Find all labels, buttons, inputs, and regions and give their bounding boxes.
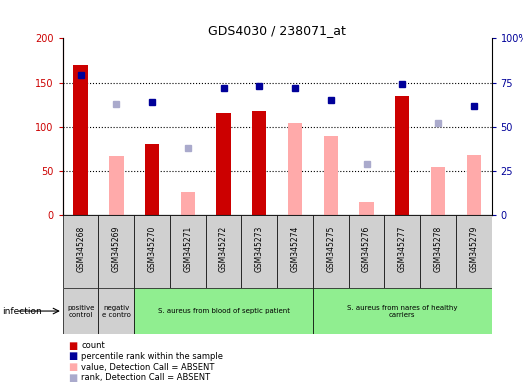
- Bar: [98, 38, 134, 215]
- Bar: [63, 288, 98, 334]
- Text: positive
control: positive control: [67, 305, 94, 318]
- Bar: [456, 215, 492, 288]
- Bar: [180, 192, 195, 215]
- Bar: [134, 288, 313, 334]
- Bar: [277, 215, 313, 288]
- Bar: [420, 38, 456, 215]
- Text: GSM345279: GSM345279: [469, 226, 478, 272]
- Bar: [467, 155, 481, 215]
- Bar: [206, 38, 242, 215]
- Text: GSM345268: GSM345268: [76, 226, 85, 272]
- Bar: [98, 215, 134, 288]
- Title: GDS4030 / 238071_at: GDS4030 / 238071_at: [208, 24, 346, 37]
- Bar: [242, 38, 277, 215]
- Bar: [252, 111, 266, 215]
- Text: GSM345270: GSM345270: [147, 226, 156, 272]
- Text: percentile rank within the sample: percentile rank within the sample: [81, 352, 223, 361]
- Bar: [349, 215, 384, 288]
- Bar: [288, 123, 302, 215]
- Bar: [313, 288, 492, 334]
- Bar: [431, 167, 445, 215]
- Text: infection: infection: [3, 306, 42, 316]
- Bar: [170, 215, 206, 288]
- Bar: [145, 144, 159, 215]
- Bar: [217, 113, 231, 215]
- Bar: [324, 136, 338, 215]
- Text: S. aureus from nares of healthy
carriers: S. aureus from nares of healthy carriers: [347, 305, 458, 318]
- Bar: [313, 215, 349, 288]
- Bar: [384, 215, 420, 288]
- Text: rank, Detection Call = ABSENT: rank, Detection Call = ABSENT: [81, 373, 210, 382]
- Text: ■: ■: [69, 362, 78, 372]
- Bar: [134, 215, 170, 288]
- Text: GSM345274: GSM345274: [291, 226, 300, 272]
- Bar: [349, 38, 384, 215]
- Text: GSM345272: GSM345272: [219, 226, 228, 272]
- Text: GSM345273: GSM345273: [255, 226, 264, 272]
- Bar: [206, 215, 242, 288]
- Bar: [98, 288, 134, 334]
- Bar: [73, 65, 88, 215]
- Text: GSM345277: GSM345277: [398, 226, 407, 272]
- Text: GSM345271: GSM345271: [184, 226, 192, 272]
- Bar: [395, 96, 410, 215]
- Text: GSM345278: GSM345278: [434, 226, 442, 272]
- Bar: [109, 156, 123, 215]
- Text: ■: ■: [69, 351, 78, 361]
- Bar: [313, 38, 349, 215]
- Text: negativ
e contro: negativ e contro: [102, 305, 131, 318]
- Bar: [277, 38, 313, 215]
- Bar: [359, 202, 373, 215]
- Text: GSM345269: GSM345269: [112, 226, 121, 272]
- Bar: [63, 215, 98, 288]
- Bar: [134, 38, 170, 215]
- Text: ■: ■: [69, 341, 78, 351]
- Bar: [170, 38, 206, 215]
- Bar: [384, 38, 420, 215]
- Bar: [420, 215, 456, 288]
- Text: count: count: [81, 341, 105, 350]
- Text: S. aureus from blood of septic patient: S. aureus from blood of septic patient: [157, 308, 290, 314]
- Bar: [63, 38, 98, 215]
- Bar: [456, 38, 492, 215]
- Text: GSM345275: GSM345275: [326, 226, 335, 272]
- Text: GSM345276: GSM345276: [362, 226, 371, 272]
- Text: ■: ■: [69, 373, 78, 383]
- Text: value, Detection Call = ABSENT: value, Detection Call = ABSENT: [81, 362, 214, 372]
- Bar: [242, 215, 277, 288]
